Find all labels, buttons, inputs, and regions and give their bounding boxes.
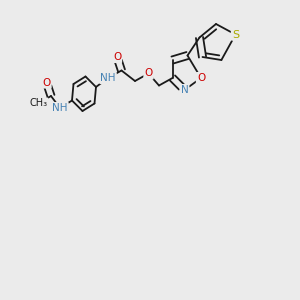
Text: O: O bbox=[197, 73, 205, 83]
Text: O: O bbox=[113, 52, 121, 62]
Text: O: O bbox=[42, 77, 51, 88]
Text: S: S bbox=[232, 29, 239, 40]
Text: CH₃: CH₃ bbox=[29, 98, 47, 109]
Text: NH: NH bbox=[100, 73, 116, 83]
Text: O: O bbox=[144, 68, 153, 79]
Text: N: N bbox=[181, 85, 188, 95]
Text: NH: NH bbox=[52, 103, 68, 113]
